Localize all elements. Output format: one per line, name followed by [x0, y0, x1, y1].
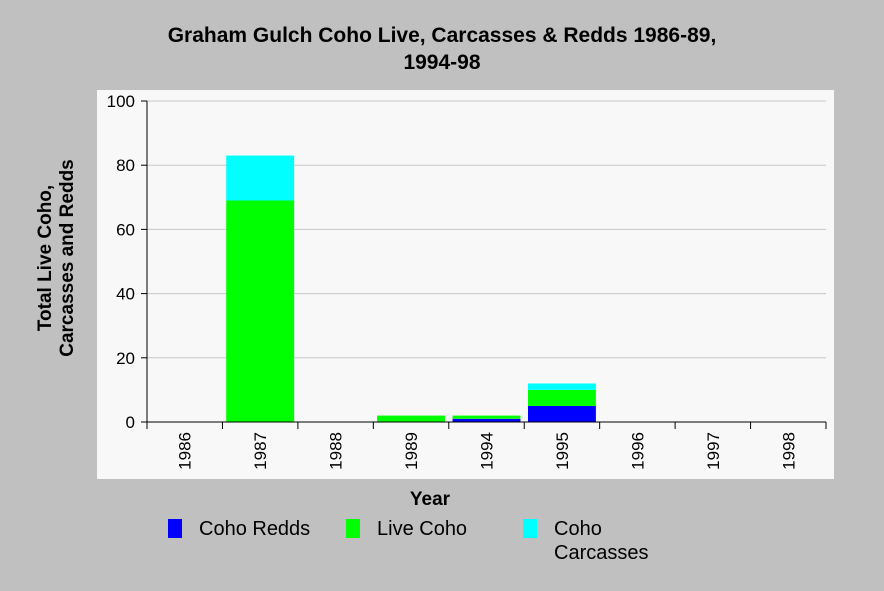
- x-axis-label: Year: [410, 489, 451, 510]
- bars-layer: [226, 155, 596, 422]
- x-tick-label: 1996: [628, 432, 647, 470]
- x-tick-label: 1988: [327, 432, 346, 470]
- legend-label-live-coho: Live Coho: [377, 518, 468, 540]
- y-tick-label: 40: [116, 285, 135, 304]
- bar-coho-redds-1995: [527, 405, 596, 422]
- bar-live-coho-1995: [527, 389, 596, 406]
- legend-label-coho-carcasses: Coho Carcasses: [554, 517, 648, 565]
- legend-item-coho-redds: Coho Redds: [168, 517, 310, 541]
- bar-coho-redds-1994: [452, 418, 521, 422]
- legend-item-live-coho: Live Coho: [346, 517, 467, 541]
- plot-background: [97, 90, 834, 479]
- bar-live-coho-1987: [226, 200, 295, 422]
- x-tick-label: 1998: [779, 432, 798, 470]
- x-tick-label: 1995: [553, 432, 572, 470]
- x-tick-label: 1989: [402, 432, 421, 470]
- y-tick-label: 60: [116, 220, 135, 239]
- y-tick-label: 80: [116, 156, 135, 175]
- legend-label-coho-carcasses-line-1: Coho: [554, 518, 602, 540]
- y-axis-label-line-1: Total Live Coho,: [35, 185, 56, 331]
- x-tick-label: 1987: [251, 432, 270, 470]
- bar-live-coho-1989: [377, 415, 446, 422]
- x-tick-label: 1997: [704, 432, 723, 470]
- bar-live-coho-1994: [452, 415, 521, 419]
- y-tick-label: 0: [126, 413, 135, 432]
- legend-label-coho-redds: Coho Redds: [199, 518, 311, 540]
- y-tick-label: 100: [107, 92, 135, 111]
- chart-title-line-2: 1994-98: [403, 51, 481, 74]
- legend-item-coho-carcasses: Coho Carcasses: [523, 517, 648, 565]
- bar-coho-carcasses-1987: [226, 155, 295, 201]
- bar-coho-carcasses-1995: [527, 383, 596, 390]
- x-tick-label: 1994: [478, 432, 497, 470]
- y-axis-label-line-2: Carcasses and Redds: [57, 159, 78, 357]
- legend-label-coho-carcasses-line-2: Carcasses: [554, 542, 649, 564]
- legend-swatch-coho-redds: [168, 519, 182, 538]
- y-tick-label: 20: [116, 349, 135, 368]
- chart-title: Graham Gulch Coho Live, Carcasses & Redd…: [0, 22, 884, 76]
- legend-swatch-live-coho: [346, 519, 360, 538]
- chart-title-line-1: Graham Gulch Coho Live, Carcasses & Redd…: [167, 24, 717, 47]
- axes-layer: 0 20 40 60 80 100 1986 1987 1988 1989 1994 1995 1996…: [107, 92, 827, 470]
- x-tick-label: 1986: [176, 432, 195, 470]
- legend-swatch-coho-carcasses: [523, 519, 537, 538]
